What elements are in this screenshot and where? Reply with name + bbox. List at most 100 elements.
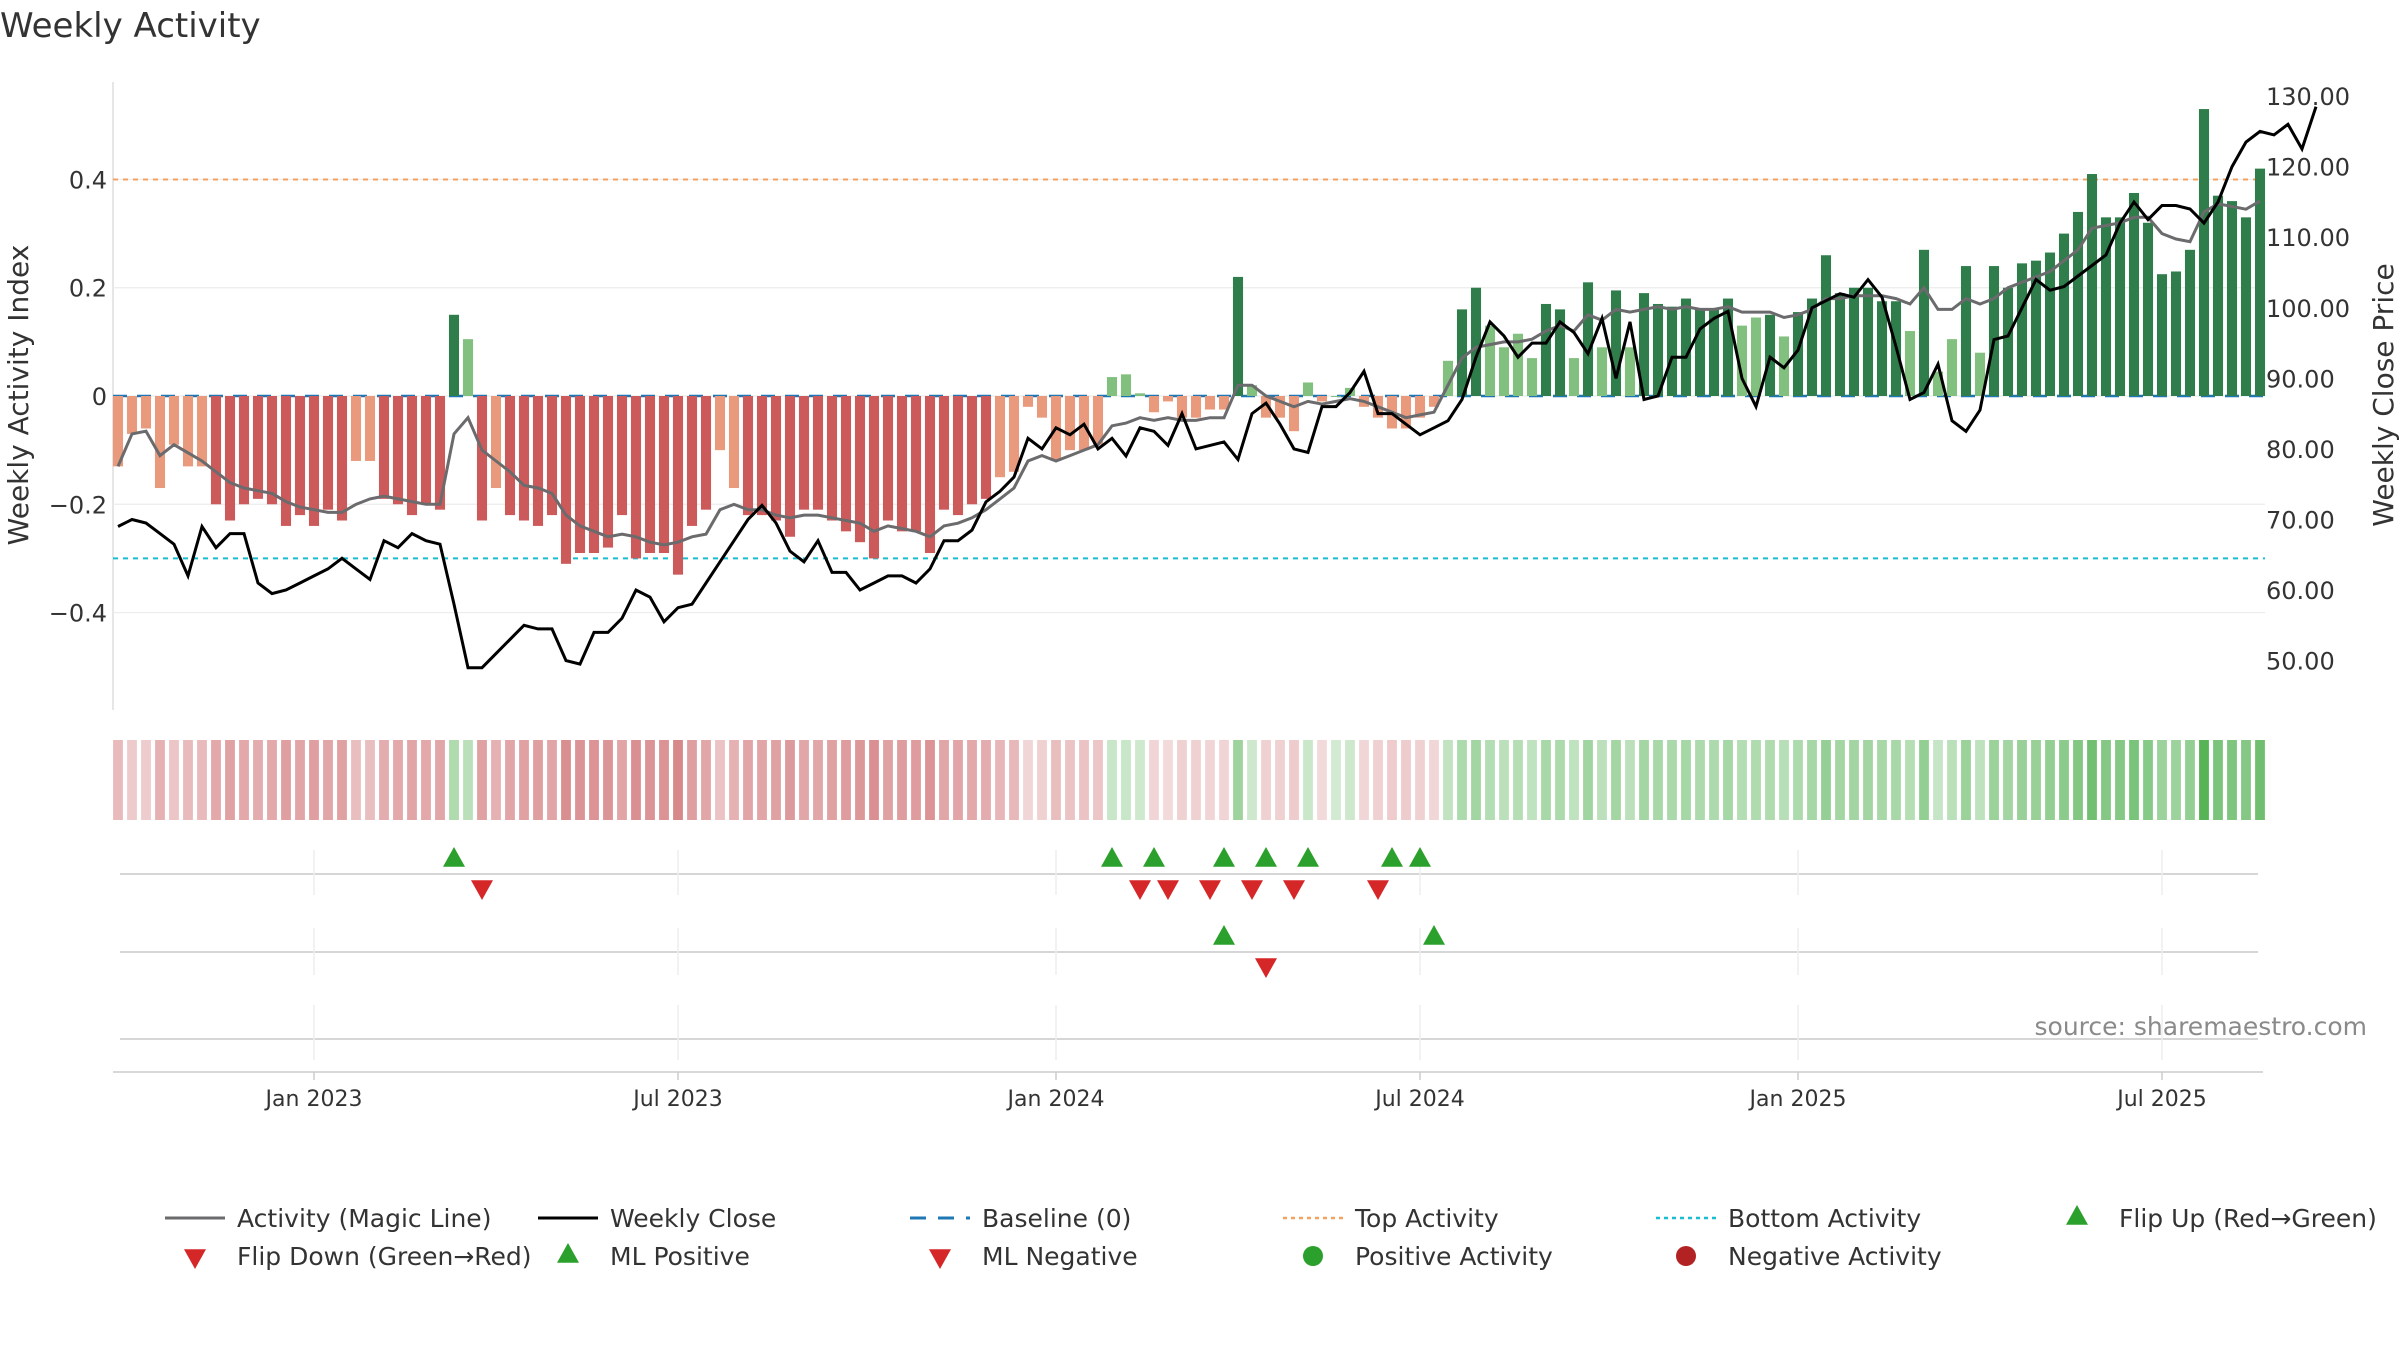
left-y-tick-label: −0.4 xyxy=(49,600,107,628)
right-y-tick-label: 60.00 xyxy=(2266,577,2335,605)
heat-cell xyxy=(953,740,963,820)
heat-cell xyxy=(1387,740,1397,820)
flip-up-marker xyxy=(1101,847,1123,867)
heat-cell xyxy=(1471,740,1481,820)
right-y-tick-label: 70.00 xyxy=(2266,506,2335,534)
heat-cell xyxy=(2241,740,2251,820)
activity-bar xyxy=(1120,374,1132,396)
activity-bar xyxy=(322,396,334,510)
flip-up-marker xyxy=(1381,847,1403,867)
heat-cell xyxy=(505,740,515,820)
heat-cell xyxy=(1933,740,1943,820)
flip-down-marker xyxy=(1199,880,1221,900)
activity-bar xyxy=(1484,325,1496,396)
activity-bar xyxy=(112,396,124,467)
activity-bar xyxy=(2170,271,2182,396)
activity-bar xyxy=(308,396,320,526)
activity-bar xyxy=(952,396,964,516)
heat-cell xyxy=(253,740,263,820)
heat-cell xyxy=(603,740,613,820)
flip-down-marker xyxy=(1241,880,1263,900)
activity-bar xyxy=(784,396,796,537)
heat-cell xyxy=(1457,740,1467,820)
heat-cell xyxy=(449,740,459,820)
activity-bar xyxy=(896,396,908,532)
heat-cell xyxy=(743,740,753,820)
activity-bar xyxy=(518,396,530,521)
activity-bar xyxy=(2072,211,2084,396)
left-y-tick-label: 0.2 xyxy=(69,275,107,303)
heat-cell xyxy=(1625,740,1635,820)
heat-cell xyxy=(183,740,193,820)
legend-swatch-circle xyxy=(1676,1246,1696,1266)
activity-bar xyxy=(616,396,628,516)
activity-bar xyxy=(2086,174,2098,396)
heat-cell xyxy=(2199,740,2209,820)
heat-cell xyxy=(1261,740,1271,820)
heat-cell xyxy=(211,740,221,820)
activity-bar xyxy=(546,396,558,516)
activity-bar xyxy=(1442,360,1454,396)
activity-bar xyxy=(644,396,656,553)
heat-cell xyxy=(225,740,235,820)
activity-bar xyxy=(168,396,180,445)
legend-entry-label: Flip Down (Green→Red) xyxy=(237,1242,532,1271)
activity-bar xyxy=(868,396,880,559)
activity-bar xyxy=(1904,331,1916,396)
activity-bar xyxy=(2240,217,2252,396)
activity-bar xyxy=(1708,309,1720,396)
heat-cell xyxy=(1583,740,1593,820)
flip-up-marker xyxy=(1213,847,1235,867)
activity-bar xyxy=(1064,396,1076,451)
left-y-tick-label: 0 xyxy=(92,383,107,411)
activity-bar xyxy=(1722,298,1734,396)
activity-bar xyxy=(1470,287,1482,396)
activity-bar xyxy=(434,396,446,510)
activity-bar xyxy=(210,396,222,505)
heat-cell xyxy=(2157,740,2167,820)
heat-cell xyxy=(1653,740,1663,820)
heat-cell xyxy=(1289,740,1299,820)
activity-bar xyxy=(1792,312,1804,396)
heat-cell xyxy=(1947,740,1957,820)
heat-cell xyxy=(1905,740,1915,820)
activity-bar xyxy=(252,396,264,499)
activity-bar xyxy=(1932,371,1944,396)
heat-cell xyxy=(155,740,165,820)
activity-bar xyxy=(966,396,978,505)
activity-bar xyxy=(1834,293,1846,396)
heat-cell xyxy=(1513,740,1523,820)
activity-bar xyxy=(2184,249,2196,396)
activity-bar xyxy=(1862,287,1874,396)
heat-cell xyxy=(771,740,781,820)
heat-cell xyxy=(659,740,669,820)
activity-bar xyxy=(1036,396,1048,418)
heat-cell xyxy=(2031,740,2041,820)
heat-cell xyxy=(589,740,599,820)
x-tick-label: Jan 2025 xyxy=(1748,1087,1847,1112)
heat-cell xyxy=(1807,740,1817,820)
heat-cell xyxy=(519,740,529,820)
heat-cell xyxy=(995,740,1005,820)
source-label: source: sharemaestro.com xyxy=(2035,1012,2368,1041)
activity-bar xyxy=(196,396,208,467)
activity-bar xyxy=(154,396,166,489)
heat-cell xyxy=(1177,740,1187,820)
heat-cell xyxy=(939,740,949,820)
activity-bar xyxy=(1960,266,1972,396)
right-y-tick-labels: 130.00 120.00 110.00 100.00 90.00 80.00 70.00 6… xyxy=(2266,83,2350,675)
heat-cell xyxy=(1793,740,1803,820)
heat-cell xyxy=(2185,740,2195,820)
heat-cell xyxy=(1779,740,1789,820)
heat-cell xyxy=(1709,740,1719,820)
activity-bar xyxy=(1414,396,1426,418)
activity-bar xyxy=(770,396,782,521)
activity-bar xyxy=(1596,347,1608,396)
heat-cell xyxy=(841,740,851,820)
flip-down-marker xyxy=(1283,880,1305,900)
flip-markers-panel xyxy=(120,847,2258,900)
heat-cell xyxy=(1345,740,1355,820)
heat-cell xyxy=(1597,740,1607,820)
activity-bar xyxy=(1806,298,1818,396)
activity-bar xyxy=(1582,282,1594,396)
